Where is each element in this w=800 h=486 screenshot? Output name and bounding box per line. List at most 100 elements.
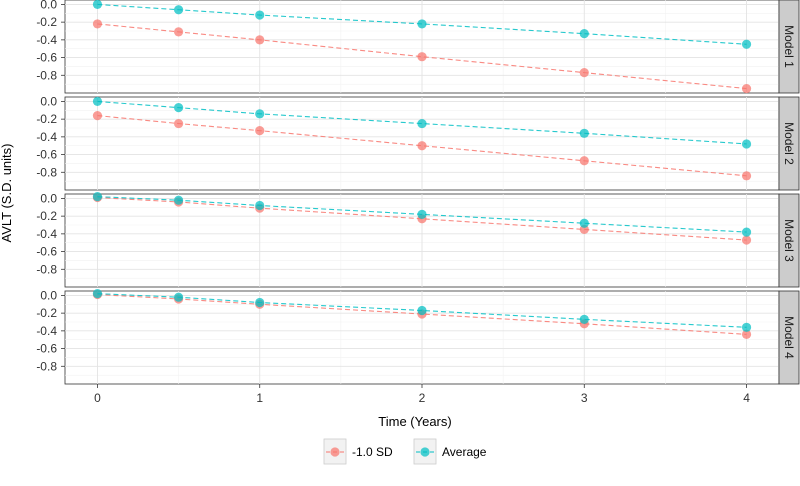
data-point [741, 39, 752, 49]
facet-panel: 0.0 -0.2 -0.4 -0.6 -0.8 Model 4 [36, 288, 800, 385]
y-tick-label: -0.8 [36, 68, 57, 82]
y-axis-title: AVLT (S.D. units) [0, 144, 14, 243]
series-line [97, 196, 747, 241]
series-line [97, 196, 747, 233]
facet-panel: 0.0 -0.2 -0.4 -0.6 -0.8 Model 1 [36, 0, 800, 94]
series-line [97, 293, 747, 328]
series-line [97, 115, 747, 177]
y-tick-label: -0.2 [36, 112, 57, 126]
legend-key-point [330, 447, 340, 457]
y-tick-label: 0.0 [40, 191, 57, 205]
legend-item: -1.0 SD [323, 438, 393, 465]
facet-strip-label: Model 2 [782, 122, 796, 165]
data-point [92, 96, 103, 107]
data-point [92, 192, 103, 202]
panels-layer: 0.0 -0.2 -0.4 -0.6 -0.8 Model 1 0.0 -0.2 -0.4 -0.… [36, 0, 800, 385]
data-point [741, 139, 752, 149]
x-tick-label: 4 [743, 391, 750, 405]
data-series [92, 19, 752, 94]
facet-panel: 0.0 -0.2 -0.4 -0.6 -0.8 Model 2 [36, 94, 800, 191]
legend-key-point [420, 447, 430, 457]
x-tick-label: 0 [94, 391, 101, 405]
data-point [579, 314, 589, 324]
y-tick-label: -0.4 [36, 227, 57, 241]
x-axis-title: Time (Years) [378, 414, 451, 429]
data-point [255, 126, 265, 136]
data-point [173, 195, 184, 205]
data-point [741, 227, 752, 237]
facet-strip-label: Model 3 [782, 219, 796, 262]
legend-item: Average [413, 438, 487, 465]
x-tick-label: 3 [581, 391, 588, 405]
y-tick-label: -0.6 [36, 245, 57, 259]
data-point [92, 289, 103, 299]
data-point [579, 29, 589, 39]
data-point [173, 118, 184, 129]
x-tick-label: 1 [256, 391, 263, 405]
y-tick-label: -0.6 [36, 342, 57, 356]
facet-panel: 0.0 -0.2 -0.4 -0.6 -0.8 Model 3 [36, 191, 800, 288]
data-point [417, 209, 427, 219]
y-tick-label: 0.0 [40, 288, 57, 302]
y-tick-label: -0.6 [36, 51, 57, 65]
data-point [417, 118, 427, 129]
data-point [741, 83, 752, 94]
data-point [173, 103, 184, 113]
y-tick-label: -0.8 [36, 359, 57, 373]
y-tick-label: -0.8 [36, 262, 57, 276]
x-axis: 0 1 2 3 4 [94, 384, 750, 405]
y-tick-label: -0.8 [36, 165, 57, 179]
data-point [173, 27, 184, 37]
data-point [579, 128, 589, 138]
data-series [92, 96, 752, 149]
legend: -1.0 SD Average [323, 438, 487, 465]
data-point [417, 52, 427, 62]
facet-strip-label: Model 1 [782, 25, 796, 68]
data-series [92, 289, 752, 332]
data-point [255, 35, 265, 45]
legend-label: -1.0 SD [352, 445, 393, 459]
data-point [741, 171, 752, 181]
y-tick-label: 0.0 [40, 0, 57, 11]
data-point [741, 329, 752, 339]
x-tick-label: 2 [419, 391, 426, 405]
y-tick-label: -0.2 [36, 306, 57, 320]
data-point [741, 235, 752, 245]
data-point [417, 141, 427, 151]
facet-strip [778, 290, 800, 385]
data-point [255, 10, 265, 20]
y-tick-label: -0.6 [36, 148, 57, 162]
y-tick-label: -0.2 [36, 209, 57, 223]
legend-label: Average [442, 445, 487, 459]
y-tick-label: -0.4 [36, 130, 57, 144]
y-tick-label: -0.4 [36, 33, 57, 47]
data-point [417, 19, 427, 29]
series-line [97, 100, 747, 145]
data-point [579, 156, 589, 166]
data-series [92, 0, 752, 49]
data-point [579, 68, 589, 78]
data-point [92, 111, 103, 121]
series-line [97, 3, 747, 45]
y-tick-label: -0.4 [36, 324, 57, 338]
facet-strip-label: Model 4 [782, 316, 796, 359]
data-point [255, 109, 265, 119]
data-point [92, 0, 103, 10]
y-tick-label: 0.0 [40, 94, 57, 108]
data-point [579, 218, 589, 228]
facet-strip [778, 193, 800, 288]
data-point [92, 19, 103, 29]
data-series [92, 111, 752, 181]
data-point [741, 322, 752, 332]
facet-strip [778, 96, 800, 191]
data-point [255, 200, 265, 211]
data-point [173, 292, 184, 302]
data-point [417, 305, 427, 316]
y-tick-label: -0.2 [36, 15, 57, 29]
series-line [97, 23, 747, 90]
facet-strip [778, 0, 800, 94]
data-point [173, 5, 184, 15]
data-point [255, 297, 265, 308]
